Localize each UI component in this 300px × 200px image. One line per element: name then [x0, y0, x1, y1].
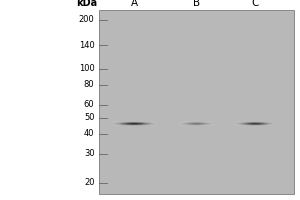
Text: 200: 200 [79, 15, 94, 24]
Text: 30: 30 [84, 149, 94, 158]
Text: 60: 60 [84, 100, 94, 109]
Text: 140: 140 [79, 41, 94, 50]
Text: kDa: kDa [76, 0, 98, 8]
Text: B: B [193, 0, 200, 8]
Text: 100: 100 [79, 64, 94, 73]
Text: 40: 40 [84, 129, 94, 138]
Text: C: C [251, 0, 259, 8]
Text: A: A [130, 0, 138, 8]
Text: 50: 50 [84, 113, 94, 122]
Text: 80: 80 [84, 80, 94, 89]
Bar [99, 10, 294, 194]
Text: 20: 20 [84, 178, 94, 187]
